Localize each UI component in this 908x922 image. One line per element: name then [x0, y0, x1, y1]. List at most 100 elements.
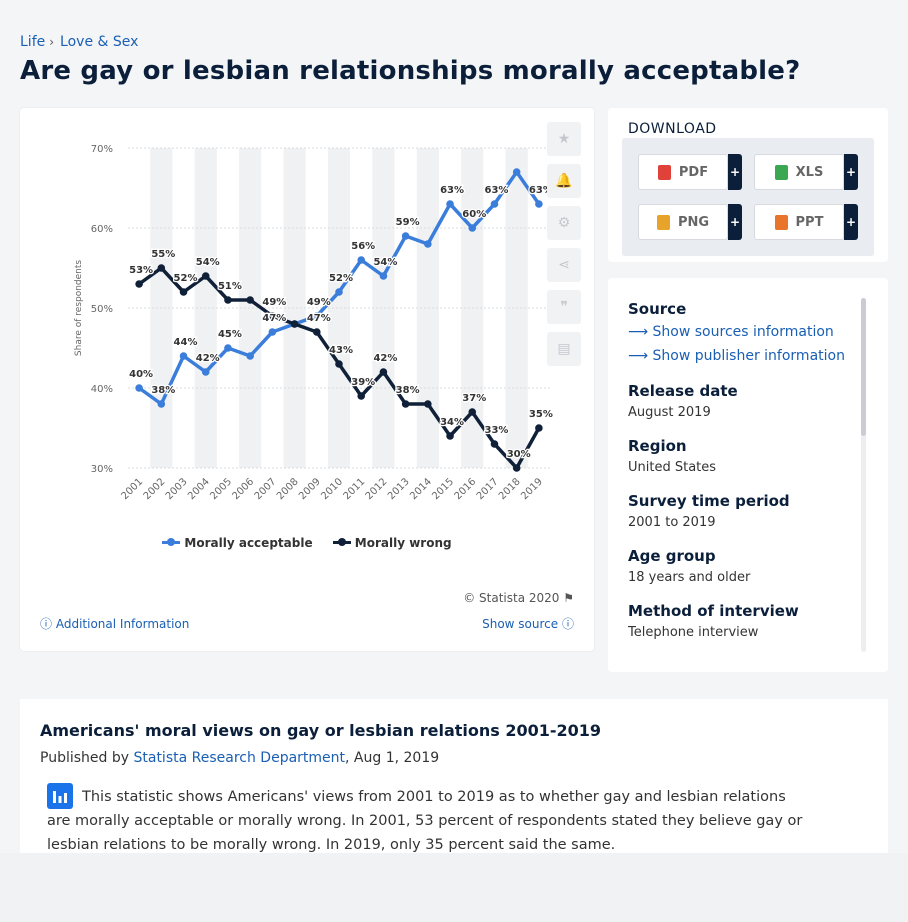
download-pdf-plus[interactable]: +: [728, 154, 742, 190]
x-tick-label: 2006: [231, 476, 257, 502]
additional-info-label: Additional Information: [55, 617, 190, 631]
data-point: [490, 440, 499, 448]
x-tick-label: 2010: [319, 476, 345, 502]
settings-button[interactable]: ⚙: [547, 206, 581, 240]
data-label: 63%: [485, 185, 509, 196]
download-ppt-button[interactable]: PPT: [754, 204, 844, 240]
data-point: [246, 352, 254, 360]
x-tick-label: 2019: [519, 476, 545, 502]
region-value: United States: [628, 460, 717, 475]
data-label: 54%: [373, 257, 397, 268]
data-point: [312, 328, 321, 336]
data-label: 38%: [151, 385, 175, 396]
x-tick-label: 2013: [386, 476, 412, 502]
x-tick-label: 2015: [430, 476, 456, 502]
cite-button[interactable]: ❞: [547, 290, 581, 324]
legend-label: Morally acceptable: [184, 535, 313, 550]
print-button[interactable]: ▤: [547, 332, 581, 366]
download-title: DOWNLOAD: [628, 121, 717, 137]
column-band: [372, 148, 395, 468]
data-label: 40%: [129, 369, 153, 380]
share-button[interactable]: ⋖: [547, 248, 581, 282]
gear-icon: ⚙: [557, 215, 571, 231]
flag-icon[interactable]: ⚑: [563, 591, 574, 605]
ppt-file-icon: [774, 214, 788, 230]
data-label: 38%: [396, 385, 420, 396]
publisher-link[interactable]: Statista Research Department: [133, 750, 346, 766]
show-publisher-label: Show publisher information: [652, 348, 845, 364]
download-ppt-plus[interactable]: +: [844, 204, 858, 240]
data-point: [135, 384, 143, 392]
data-point: [290, 320, 299, 328]
data-point: [179, 288, 188, 296]
print-icon: ▤: [557, 341, 571, 357]
data-point: [335, 288, 343, 296]
data-label: 47%: [307, 313, 331, 324]
notification-button[interactable]: 🔔: [547, 164, 581, 198]
favorite-button[interactable]: ★: [547, 122, 581, 156]
data-label: 34%: [440, 417, 464, 428]
age-group-label: Age group: [628, 547, 716, 565]
data-point: [379, 272, 388, 280]
download-label: PNG: [677, 214, 710, 230]
data-point: [201, 272, 210, 280]
x-tick-label: 2014: [408, 476, 434, 502]
data-point: [424, 400, 432, 408]
x-tick-label: 2002: [142, 476, 168, 502]
data-point: [157, 264, 166, 272]
legend-label: Morally wrong: [354, 535, 452, 550]
x-tick-label: 2001: [119, 476, 145, 502]
scrollbar-thumb[interactable]: [861, 298, 866, 436]
x-tick-label: 2007: [253, 476, 279, 502]
column-band: [327, 148, 351, 468]
data-label: 52%: [174, 273, 198, 284]
description-title: Americans' moral views on gay or lesbian…: [40, 721, 602, 740]
data-label: 35%: [529, 409, 553, 420]
data-label: 30%: [507, 449, 531, 460]
legend-item-wrong[interactable]: Morally wrong: [332, 535, 452, 550]
data-point: [312, 312, 321, 320]
y-tick-label: 30%: [91, 464, 113, 475]
data-label: 42%: [196, 353, 220, 364]
data-label: 33%: [485, 425, 509, 436]
x-tick-label: 2004: [186, 476, 212, 502]
y-tick-label: 70%: [91, 144, 113, 155]
breadcrumb-love-sex-link[interactable]: Love & Sex: [60, 34, 139, 50]
additional-info-link[interactable]: ⓘ Additional Information: [40, 615, 189, 632]
y-tick-label: 40%: [91, 384, 113, 395]
data-label: 37%: [462, 393, 486, 404]
data-label: 39%: [351, 377, 375, 388]
publish-date: , Aug 1, 2019: [345, 750, 440, 766]
download-xls-plus[interactable]: +: [844, 154, 858, 190]
download-xls-button[interactable]: XLS: [754, 154, 844, 190]
data-point: [157, 400, 166, 408]
png-file-icon: [656, 214, 670, 230]
legend-item-acceptable[interactable]: Morally acceptable: [162, 535, 313, 550]
show-publisher-link[interactable]: ⟶ Show publisher information: [628, 348, 845, 364]
data-point: [335, 360, 343, 368]
quote-icon: ❞: [560, 299, 568, 315]
y-tick-label: 60%: [91, 224, 113, 235]
region-label: Region: [628, 437, 687, 455]
survey-period-label: Survey time period: [628, 492, 790, 510]
data-point: [490, 200, 499, 208]
download-pdf-button[interactable]: PDF: [638, 154, 728, 190]
line-chart: 30%40%50%60%70%Share of respondents20012…: [74, 144, 554, 502]
show-source-link[interactable]: Show source ⓘ: [482, 615, 574, 632]
scrollbar-track[interactable]: [861, 298, 866, 652]
show-sources-link[interactable]: ⟶ Show sources information: [628, 324, 834, 340]
info-icon: ⓘ: [561, 617, 574, 631]
download-panel: PDF + XLS + PNG + PPT +: [622, 138, 874, 256]
download-png-plus[interactable]: +: [728, 204, 742, 240]
breadcrumb: Life › Love & Sex: [20, 34, 138, 50]
column-band: [283, 148, 306, 468]
copyright-text: © Statista 2020: [463, 591, 560, 605]
x-tick-label: 2012: [364, 476, 390, 502]
published-by: Published by Statista Research Departmen…: [40, 750, 439, 766]
breadcrumb-life-link[interactable]: Life: [20, 34, 46, 50]
statistic-info-card: Source ⟶ Show sources information ⟶ Show…: [608, 278, 888, 672]
statistic-bar-icon: [47, 783, 73, 809]
download-png-button[interactable]: PNG: [638, 204, 728, 240]
data-point: [468, 224, 477, 232]
chevron-right-icon: ›: [49, 35, 55, 49]
